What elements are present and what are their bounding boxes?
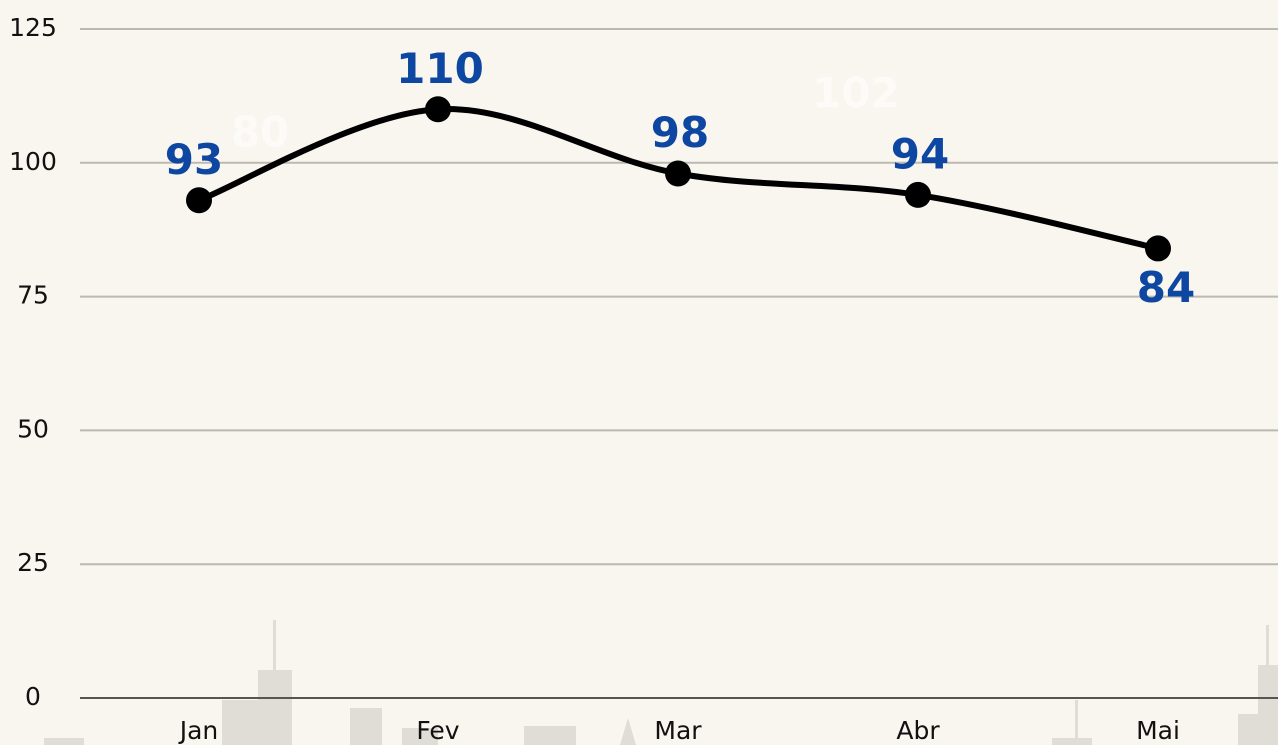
- point: [665, 160, 691, 187]
- data-label: 84: [1137, 263, 1195, 312]
- data-label: 94: [891, 129, 949, 178]
- y-tick-label: 25: [17, 548, 49, 577]
- x-tick-label: Mai: [1136, 716, 1180, 745]
- point: [425, 96, 451, 123]
- annotation: 102: [812, 69, 900, 118]
- y-tick-label: 0: [25, 682, 41, 711]
- data-label: 98: [651, 108, 709, 157]
- annotation: 80: [231, 108, 289, 157]
- y-tick-label: 100: [9, 147, 57, 176]
- x-tick-label: Fev: [416, 716, 459, 745]
- data-label: 93: [165, 135, 223, 184]
- point: [905, 181, 931, 208]
- y-tick-label: 50: [17, 414, 49, 443]
- point: [1145, 235, 1171, 262]
- x-tick-label: Mar: [654, 716, 702, 745]
- data-label: 110: [396, 44, 484, 93]
- y-tick-label: 75: [17, 281, 49, 310]
- x-tick-label: Jan: [178, 716, 219, 745]
- y-tick-label: 125: [9, 13, 57, 42]
- x-tick-label: Abr: [896, 716, 940, 745]
- skyline-decoration: [44, 620, 1278, 745]
- point: [186, 187, 212, 214]
